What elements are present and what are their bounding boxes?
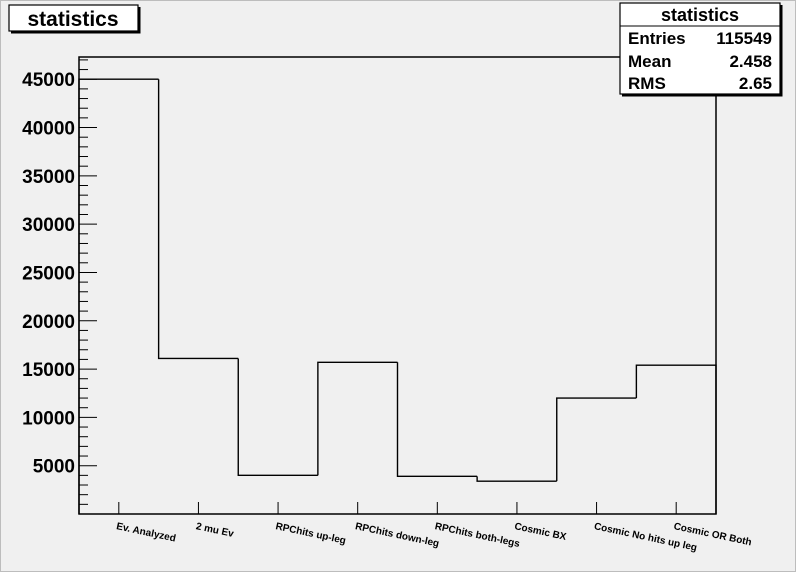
y-tick-label: 25000 — [22, 263, 75, 284]
x-category-label: Cosmic BX — [513, 521, 567, 543]
stats-title: statistics — [661, 5, 739, 25]
x-axis: Ev. Analyzed 2 mu Ev RPChits up-leg RPChits… — [115, 502, 753, 554]
y-tick-label: 20000 — [22, 312, 75, 333]
y-tick-label: 30000 — [22, 215, 75, 236]
x-category-label: RPChits down-leg — [354, 521, 440, 550]
title-box: statistics — [8, 4, 141, 34]
x-category-label: 2 mu Ev — [195, 521, 235, 540]
stats-mean-label: Mean — [628, 52, 671, 71]
stats-rms-value: 2.65 — [739, 74, 772, 93]
y-axis: 5000 10000 15000 20000 25000 30000 35000 40000 4… — [22, 59, 97, 505]
x-category-label: Ev. Analyzed — [115, 521, 177, 544]
histogram-bin — [157, 79, 239, 360]
y-tick-label: 5000 — [33, 457, 75, 478]
y-tick-label: 35000 — [22, 167, 75, 188]
histogram-bin — [476, 476, 557, 482]
histogram-bin — [317, 361, 398, 476]
y-tick-label: 10000 — [22, 408, 75, 429]
title-text: statistics — [27, 8, 118, 31]
stats-mean-value: 2.458 — [729, 52, 772, 71]
histogram-bin — [237, 358, 318, 477]
x-category-label: RPChits up-leg — [274, 521, 346, 547]
y-tick-label: 45000 — [22, 70, 75, 91]
stats-box: statistics Entries 115549 Mean 2.458 RMS… — [619, 2, 783, 97]
histogram-bin — [396, 362, 478, 478]
stats-rms-label: RMS — [628, 74, 666, 93]
y-tick-label: 40000 — [22, 119, 75, 140]
histogram-bins — [78, 78, 717, 514]
histogram-bin — [556, 397, 637, 482]
stats-entries-label: Entries — [628, 29, 686, 48]
x-category-label: RPChits both-legs — [434, 521, 521, 550]
y-tick-label: 15000 — [22, 360, 75, 381]
stats-entries-value: 115549 — [716, 29, 772, 48]
histogram-bin — [635, 364, 717, 514]
histogram-bin — [78, 78, 159, 514]
